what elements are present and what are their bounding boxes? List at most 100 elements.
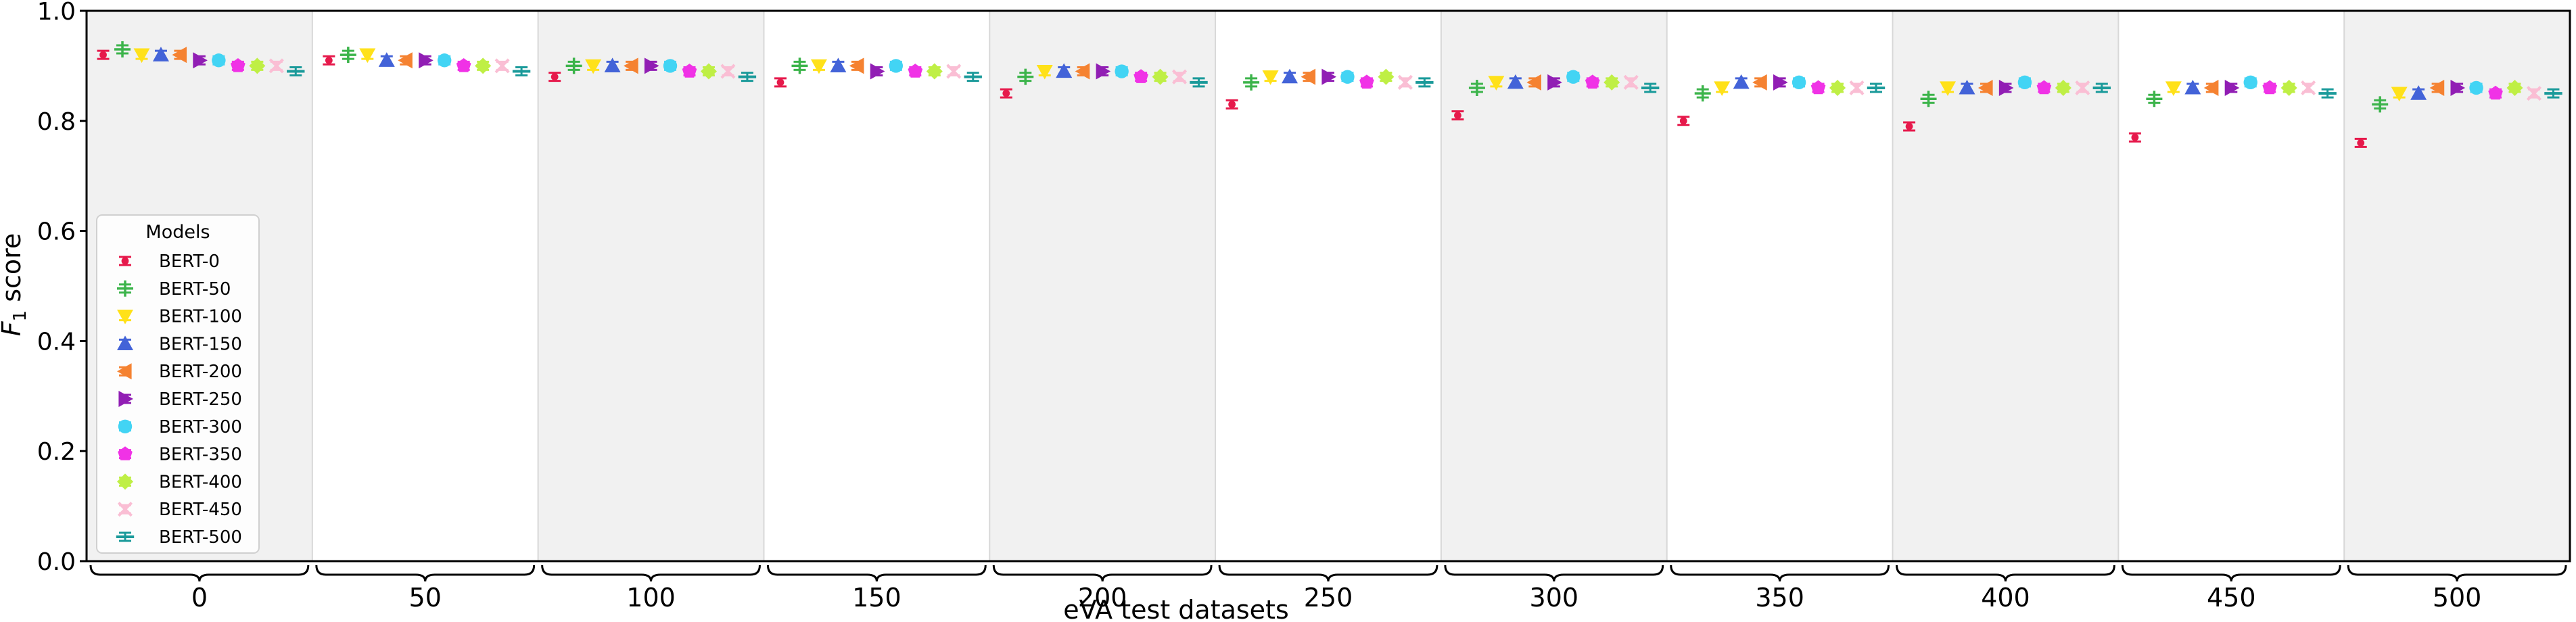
x-group-brace [1896, 565, 2115, 582]
data-point [908, 64, 923, 78]
y-tick-label: 0.6 [37, 218, 76, 246]
x-group-brace [315, 565, 536, 582]
data-point [1810, 80, 1826, 95]
legend-marker [117, 335, 133, 350]
x-tick-label: 200 [1078, 583, 1127, 613]
data-point [249, 57, 266, 74]
data-point [2410, 85, 2427, 100]
x-tick-label: 50 [409, 583, 442, 613]
data-point [212, 53, 226, 68]
data-point [1321, 68, 1336, 85]
y-axis-label: F1 score [0, 233, 30, 337]
data-point [1714, 81, 1731, 96]
series-BERT-200 [172, 47, 2445, 96]
x-tick-label: 0 [191, 583, 208, 613]
data-point [1056, 63, 1073, 78]
data-point [720, 64, 736, 79]
series-BERT-250 [193, 52, 2466, 96]
y-axis: 0.0 0.2 0.4 0.6 0.8 1.0 [37, 0, 87, 576]
data-point [339, 47, 356, 64]
data-point [565, 57, 582, 74]
series-BERT-50 [114, 41, 2389, 113]
data-point [2262, 80, 2278, 95]
group-band-400 [1892, 11, 2119, 561]
legend-title: Models [145, 222, 210, 243]
x-group-brace [1218, 565, 1438, 582]
x-group-brace [1444, 565, 1664, 582]
data-point [1002, 89, 1010, 97]
data-point [1340, 70, 1355, 84]
data-point [494, 58, 510, 74]
data-point [1243, 74, 1260, 91]
data-point [1694, 85, 1711, 102]
data-point [2243, 75, 2257, 90]
x-tick-label: 500 [2433, 583, 2482, 613]
data-point [398, 52, 413, 69]
data-marks [97, 41, 2562, 148]
group-bands [87, 11, 2570, 561]
data-point [644, 57, 659, 74]
x-group-brace [766, 565, 987, 582]
data-point [2075, 80, 2090, 95]
data-point [1115, 64, 1129, 78]
data-point [1017, 68, 1034, 85]
data-point [133, 48, 150, 64]
data-point [172, 47, 187, 64]
group-band-500 [2344, 11, 2570, 561]
data-point [2280, 79, 2297, 96]
legend-label: BERT-450 [159, 500, 242, 520]
data-point [2506, 79, 2523, 96]
data-point [1920, 91, 1937, 107]
series-BERT-350 [231, 58, 2503, 100]
data-point [889, 59, 904, 73]
data-point [1547, 74, 1562, 91]
data-point [1036, 64, 1053, 80]
data-point [849, 57, 864, 74]
legend-label: BERT-0 [159, 252, 220, 272]
x-tick-label: 100 [626, 583, 676, 613]
legend-label: BERT-250 [159, 389, 242, 410]
data-point [810, 59, 827, 74]
data-point [2203, 79, 2219, 96]
data-point [114, 41, 131, 57]
legend-box [96, 214, 260, 554]
legend-label: BERT-150 [159, 334, 242, 354]
data-point [585, 59, 602, 74]
data-point [438, 53, 452, 68]
data-point [2372, 96, 2389, 113]
x-group-brace [541, 565, 761, 582]
y-axis-label-sub: 1 [10, 310, 30, 322]
series-BERT-100 [133, 48, 2408, 102]
y-tick-label: 1.0 [37, 0, 76, 26]
x-tick-label: 250 [1304, 583, 1353, 613]
legend-marker [121, 257, 129, 265]
data-point [2184, 79, 2201, 95]
data-point [1172, 69, 1188, 85]
data-point [2055, 79, 2071, 96]
y-tick-label: 0.4 [37, 328, 76, 356]
data-point [1566, 70, 1580, 84]
legend-label: BERT-400 [159, 472, 242, 492]
data-point [2469, 80, 2483, 95]
data-point [1603, 74, 1620, 91]
data-point [2488, 85, 2503, 100]
data-point [1488, 76, 1505, 91]
legend-label: BERT-50 [159, 279, 231, 300]
data-point [663, 59, 678, 73]
data-point [1940, 81, 1957, 96]
group-band-300 [1441, 11, 1667, 561]
data-point [152, 47, 169, 62]
y-axis-label-rest: score [0, 233, 26, 310]
x-tick-label: 350 [1755, 583, 1804, 613]
series-BERT-400 [249, 57, 2523, 96]
data-point [2131, 133, 2139, 141]
data-point [1133, 69, 1148, 83]
legend-marker [118, 419, 133, 433]
series-BERT-0 [97, 49, 2367, 148]
legend-label: BERT-100 [159, 307, 242, 327]
legend-label: BERT-350 [159, 445, 242, 465]
data-point [1301, 68, 1316, 85]
series-BERT-300 [212, 53, 2483, 95]
data-point [1959, 79, 1975, 95]
